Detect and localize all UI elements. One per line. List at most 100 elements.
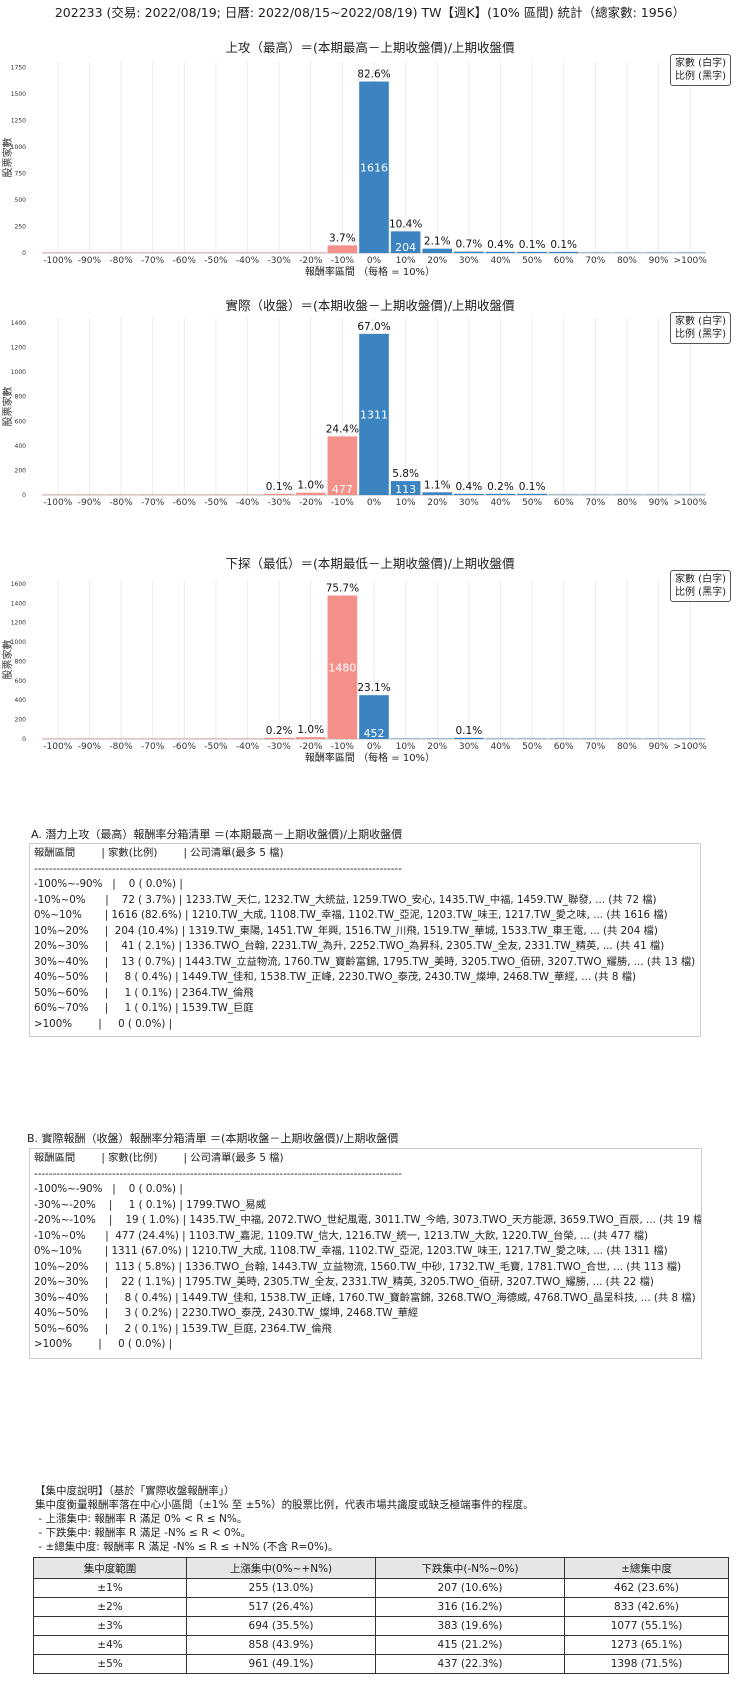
list-item: -100%~-90% | 0 ( 0.0%) | [34, 878, 183, 890]
table-row: ±4% 858 (43.9%) 415 (21.2%) 1273 (65.1%) [33, 1635, 729, 1655]
bar [43, 251, 73, 253]
x-axis-label: 報酬率區間 （每格 = 10%） [305, 751, 435, 764]
x-tick-label: 20% [427, 256, 447, 266]
bar-pct-label: 0.1% [266, 481, 293, 493]
column-header: 上漲集中(0%~+N%) [186, 1557, 376, 1579]
bar [359, 333, 389, 495]
bar-pct-label: 75.7% [326, 583, 359, 595]
table-cell: 517 (26.4%) [186, 1597, 376, 1617]
bar [137, 737, 168, 739]
bar-pct-label: 23.1% [357, 682, 390, 694]
bar [675, 251, 705, 253]
bar [106, 251, 136, 253]
column-header: 下跌集中(-N%~0%) [375, 1557, 565, 1579]
bar [548, 493, 579, 495]
bar [201, 737, 231, 739]
list-header: 報酬區間 | 家數(比例) | 公司清單(最多 5 檔) [34, 847, 284, 859]
bar-pct-label: 67.0% [357, 321, 390, 333]
legend-ratio-label: 比例 (黑字) [675, 71, 726, 82]
x-tick-label: 80% [617, 742, 637, 752]
x-tick-label: -100% [43, 256, 72, 266]
bar-count-label: 113 [395, 483, 416, 496]
concentration-table: 集中度範圍 上漲集中(0%~+N%) 下跌集中(-N%~0%) ±總集中度 ±1… [33, 1557, 729, 1674]
bar [390, 481, 421, 495]
bar [517, 251, 547, 253]
x-tick-label: -10% [331, 256, 355, 266]
bar-pct-label: 1.1% [424, 479, 451, 491]
x-tick-label: -50% [204, 256, 228, 266]
bar [359, 695, 389, 739]
x-axis-label: 報酬率區間 （每格 = 10%） [305, 265, 435, 278]
bar [137, 493, 168, 495]
bar [454, 251, 484, 253]
table-cell: ±1% [33, 1578, 187, 1598]
column-header: 集中度範圍 [33, 1557, 187, 1579]
x-tick-label: -90% [78, 742, 102, 752]
table-cell: 858 (43.9%) [186, 1635, 376, 1655]
y-tick-label: 400 [15, 697, 27, 704]
x-tick-label: 90% [649, 256, 669, 266]
bar-pct-label: 0.1% [456, 725, 483, 737]
bar [612, 493, 642, 495]
legend-count-label: 家數 (白字) [675, 58, 726, 69]
x-tick-label: >100% [674, 256, 708, 266]
y-tick-label: 250 [15, 223, 27, 230]
bar [169, 251, 200, 253]
table-row: ±1% 255 (13.0%) 207 (10.6%) 462 (23.6%) [33, 1578, 729, 1598]
chart-legend: 家數 (白字) 比例 (黑字) [670, 312, 731, 344]
y-axis-label: 股票家數 [1, 387, 14, 427]
y-tick-label: 1750 [11, 64, 26, 71]
x-tick-label: -20% [299, 498, 323, 508]
list-item: >100% | 0 ( 0.0%) | [34, 1338, 173, 1350]
y-tick-label: 600 [15, 678, 27, 685]
section-b-title: B. 實際報酬（收盤）報酬率分箱清單 ＝(本期收盤－上期收盤價)/上期收盤價 [27, 1132, 399, 1145]
x-tick-label: 30% [459, 498, 479, 508]
bar [580, 737, 611, 739]
x-tick-label: 40% [490, 498, 510, 508]
table-cell: ±5% [33, 1654, 187, 1674]
x-tick-label: 90% [649, 742, 669, 752]
bar-pct-label: 1.0% [297, 724, 324, 736]
bar [264, 493, 294, 495]
bar-pct-label: 3.7% [329, 232, 356, 244]
table-cell: ±2% [33, 1597, 187, 1617]
y-tick-label: 1000 [11, 369, 26, 376]
bar [74, 737, 105, 739]
list-item: 30%~40% | 13 ( 0.7%) | 1443.TW_立益物流, 176… [34, 955, 696, 968]
x-tick-label: 60% [554, 742, 574, 752]
list-header: 報酬區間 | 家數(比例) | 公司清單(最多 5 檔) [34, 1152, 284, 1164]
bar [327, 245, 358, 253]
table-row: ±2% 517 (26.4%) 316 (16.2%) 833 (42.6%) [33, 1597, 729, 1617]
bar-pct-label: 82.6% [357, 69, 390, 81]
y-tick-label: 1400 [11, 600, 26, 607]
bar [295, 251, 326, 253]
bar [485, 493, 516, 495]
y-axis-label: 股票家數 [1, 138, 14, 178]
bar [643, 737, 674, 739]
legend-count-label: 家數 (白字) [675, 316, 726, 327]
x-tick-label: 40% [490, 256, 510, 266]
bar [517, 493, 547, 495]
y-tick-label: 1200 [11, 620, 26, 627]
section-a-title: A. 潛力上攻（最高）報酬率分箱清單 ＝(本期最高－上期收盤價)/上期收盤價 [31, 828, 403, 841]
x-tick-label: 70% [585, 742, 605, 752]
concentration-desc: 集中度衡量報酬率落在中心小區間（±1% 至 ±5%）的股票比例，代表市場共識度或… [35, 1499, 534, 1511]
bar-pct-label: 2.1% [424, 236, 451, 248]
list-item: 10%~20% | 113 ( 5.8%) | 1336.TWO_台翰, 144… [34, 1260, 682, 1273]
x-tick-label: 40% [490, 742, 510, 752]
x-tick-label: 0% [367, 256, 382, 266]
bar [485, 737, 516, 739]
chart-title: 下探（最低）＝(本期最低－上期收盤價)/上期收盤價 [226, 556, 515, 571]
x-tick-label: -10% [331, 742, 355, 752]
x-tick-label: 90% [649, 498, 669, 508]
bar [232, 493, 263, 495]
y-tick-label: 800 [15, 658, 27, 665]
list-item: 20%~30% | 22 ( 1.1%) | 1795.TW_美時, 2305.… [34, 1276, 654, 1288]
x-tick-label: -90% [78, 498, 102, 508]
list-item: 30%~40% | 8 ( 0.4%) | 1449.TW_佳和, 1538.T… [34, 1291, 696, 1304]
bar [43, 493, 73, 495]
table-cell: 961 (49.1%) [186, 1654, 376, 1674]
list-item: -30%~-20% | 1 ( 0.1%) | 1799.TWO_易威 [34, 1198, 266, 1211]
table-cell: 437 (22.3%) [375, 1654, 565, 1674]
